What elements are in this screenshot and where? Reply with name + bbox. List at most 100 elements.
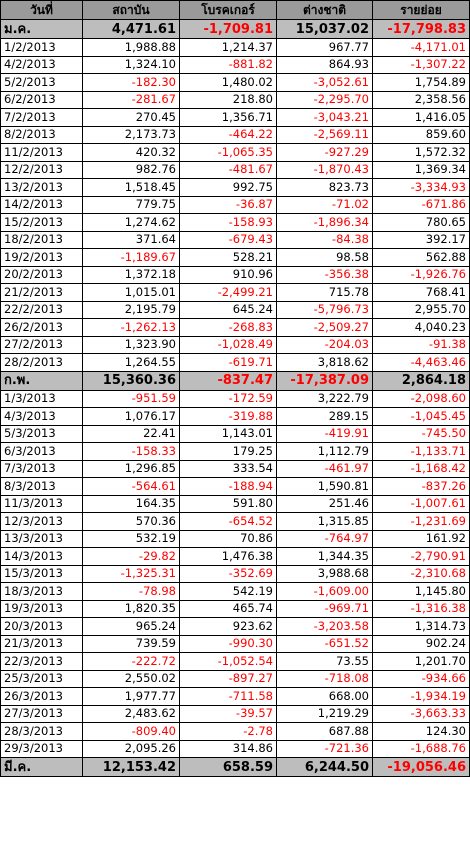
- table-row: 11/3/2013 164.35 591.80 251.46 -1,007.61: [0, 494, 470, 513]
- date-cell: 15/3/2013: [0, 564, 83, 583]
- date-cell: 19/2/2013: [0, 248, 83, 267]
- retail-cell: -1,133.71: [372, 442, 470, 461]
- date-cell: 4/3/2013: [0, 407, 83, 426]
- broker-cell: -319.88: [179, 407, 277, 426]
- institution-cell: -951.59: [82, 389, 180, 408]
- broker-cell: -881.82: [179, 55, 277, 74]
- foreign-cell: 251.46: [276, 494, 373, 513]
- institution-cell: 1,264.55: [82, 353, 180, 372]
- institution-cell: 22.41: [82, 424, 180, 443]
- date-cell: 18/2/2013: [0, 230, 83, 249]
- foreign-cell: 823.73: [276, 178, 373, 197]
- broker-cell: -268.83: [179, 318, 277, 337]
- institution-cell: 1,323.90: [82, 335, 180, 354]
- date-cell: 19/3/2013: [0, 599, 83, 618]
- date-cell: 11/3/2013: [0, 494, 83, 513]
- date-cell: 13/2/2013: [0, 178, 83, 197]
- broker-cell: 591.80: [179, 494, 277, 513]
- foreign-cell: -3,052.61: [276, 73, 373, 92]
- foreign-cell: 3,988.68: [276, 564, 373, 583]
- institution-cell: 1,988.88: [82, 38, 180, 57]
- retail-cell: 859.60: [372, 125, 470, 144]
- foreign-cell: 668.00: [276, 687, 373, 706]
- broker-cell: -711.58: [179, 687, 277, 706]
- institution-cell: -182.30: [82, 73, 180, 92]
- foreign-cell: 15,037.02: [276, 19, 373, 39]
- table-row: 29/3/2013 2,095.26 314.86 -721.36 -1,688.76: [0, 739, 470, 758]
- broker-cell: -172.59: [179, 389, 277, 408]
- institution-cell: -1,189.67: [82, 248, 180, 267]
- date-cell: 22/2/2013: [0, 300, 83, 319]
- table-row: 11/2/2013 420.32 -1,065.35 -927.29 1,572.32: [0, 143, 470, 162]
- retail-cell: -1,168.42: [372, 459, 470, 478]
- institution-cell: -809.40: [82, 722, 180, 741]
- retail-cell: 1,754.89: [372, 73, 470, 92]
- broker-cell: -2,499.21: [179, 283, 277, 302]
- broker-cell: -897.27: [179, 669, 277, 688]
- table-row: 28/3/2013 -809.40 -2.78 687.88 124.30: [0, 722, 470, 741]
- broker-cell: 70.86: [179, 529, 277, 548]
- table-row: 14/2/2013 779.75 -36.87 -71.02 -671.86: [0, 195, 470, 214]
- foreign-cell: -718.08: [276, 669, 373, 688]
- date-cell: 28/2/2013: [0, 353, 83, 372]
- institution-cell: 739.59: [82, 634, 180, 653]
- table-row: 8/2/2013 2,173.73 -464.22 -2,569.11 859.60: [0, 125, 470, 144]
- foreign-cell: -3,043.21: [276, 108, 373, 127]
- investor-flow-table: วันที่ สถาบัน โบรคเกอร์ ต่างชาติ รายย่อย…: [0, 0, 470, 777]
- retail-cell: 1,416.05: [372, 108, 470, 127]
- institution-cell: -1,325.31: [82, 564, 180, 583]
- retail-cell: -3,334.93: [372, 178, 470, 197]
- table-row: 7/3/2013 1,296.85 333.54 -461.97 -1,168.42: [0, 459, 470, 478]
- retail-cell: -1,316.38: [372, 599, 470, 618]
- foreign-cell: 3,818.62: [276, 353, 373, 372]
- date-cell: 20/2/2013: [0, 265, 83, 284]
- foreign-cell: -1,609.00: [276, 582, 373, 601]
- table-row: 27/2/2013 1,323.90 -1,028.49 -204.03 -91.38: [0, 335, 470, 354]
- institution-cell: 1,372.18: [82, 265, 180, 284]
- retail-cell: 1,201.70: [372, 652, 470, 671]
- institution-cell: 420.32: [82, 143, 180, 162]
- retail-cell: 2,955.70: [372, 300, 470, 319]
- table-row: 21/2/2013 1,015.01 -2,499.21 715.78 768.41: [0, 283, 470, 302]
- table-row: 12/3/2013 570.36 -654.52 1,315.85 -1,231.69: [0, 512, 470, 531]
- date-cell: 5/2/2013: [0, 73, 83, 92]
- retail-cell: 2,358.56: [372, 90, 470, 109]
- table-row: 4/2/2013 1,324.10 -881.82 864.93 -1,307.22: [0, 55, 470, 74]
- institution-cell: 1,076.17: [82, 407, 180, 426]
- foreign-cell: -2,569.11: [276, 125, 373, 144]
- institution-cell: 4,471.61: [82, 19, 180, 39]
- retail-cell: -1,688.76: [372, 739, 470, 758]
- institution-cell: 779.75: [82, 195, 180, 214]
- date-cell: 26/2/2013: [0, 318, 83, 337]
- foreign-cell: -5,796.73: [276, 300, 373, 319]
- foreign-cell: 289.15: [276, 407, 373, 426]
- institution-cell: 1,977.77: [82, 687, 180, 706]
- broker-cell: 528.21: [179, 248, 277, 267]
- broker-cell: -36.87: [179, 195, 277, 214]
- foreign-cell: -204.03: [276, 335, 373, 354]
- retail-cell: 902.24: [372, 634, 470, 653]
- institution-cell: -158.33: [82, 442, 180, 461]
- table-row: 18/3/2013 -78.98 542.19 -1,609.00 1,145.80: [0, 582, 470, 601]
- retail-cell: -1,926.76: [372, 265, 470, 284]
- institution-cell: -78.98: [82, 582, 180, 601]
- broker-cell: -1,028.49: [179, 335, 277, 354]
- header-institution: สถาบัน: [82, 0, 180, 20]
- date-cell: 8/2/2013: [0, 125, 83, 144]
- header-broker: โบรคเกอร์: [179, 0, 277, 20]
- retail-cell: -934.66: [372, 669, 470, 688]
- foreign-cell: -71.02: [276, 195, 373, 214]
- retail-cell: 768.41: [372, 283, 470, 302]
- table-row: 8/3/2013 -564.61 -188.94 1,590.81 -837.26: [0, 477, 470, 496]
- retail-cell: -4,171.01: [372, 38, 470, 57]
- institution-cell: -281.67: [82, 90, 180, 109]
- broker-cell: -2.78: [179, 722, 277, 741]
- foreign-cell: -2,295.70: [276, 90, 373, 109]
- retail-cell: -1,934.19: [372, 687, 470, 706]
- date-cell: 7/3/2013: [0, 459, 83, 478]
- institution-cell: 2,173.73: [82, 125, 180, 144]
- table-row: 22/2/2013 2,195.79 645.24 -5,796.73 2,955.70: [0, 300, 470, 319]
- retail-cell: -837.26: [372, 477, 470, 496]
- institution-cell: 1,015.01: [82, 283, 180, 302]
- institution-cell: 965.24: [82, 617, 180, 636]
